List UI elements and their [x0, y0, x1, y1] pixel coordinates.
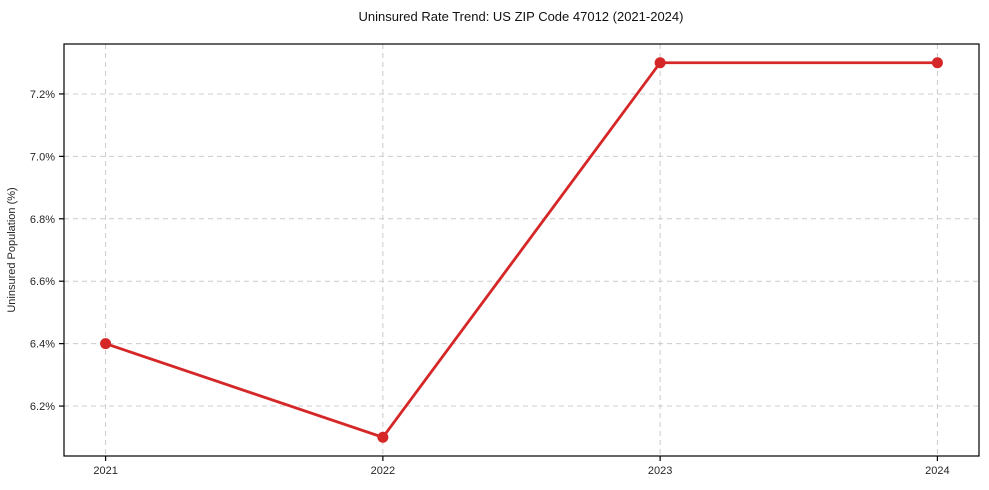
data-point-marker	[100, 338, 112, 350]
x-tick-label: 2021	[93, 465, 117, 477]
plot-border	[63, 43, 980, 457]
y-tick-label: 6.4%	[30, 339, 55, 351]
y-tick-label: 6.2%	[30, 401, 55, 413]
y-tick-label: 6.8%	[30, 214, 55, 226]
y-tick-label: 7.0%	[30, 151, 55, 163]
y-axis-label: Uninsured Population (%)	[6, 187, 18, 312]
y-tick-label: 6.6%	[30, 276, 55, 288]
y-tick-label: 7.2%	[30, 89, 55, 101]
trend-line	[104, 61, 939, 439]
x-tick-label: 2022	[371, 465, 395, 477]
data-point-marker	[377, 431, 389, 443]
chart-title: Uninsured Rate Trend: US ZIP Code 47012 …	[359, 9, 684, 24]
data-point-marker	[654, 57, 666, 69]
x-tick-label: 2024	[925, 465, 949, 477]
x-tick-label: 2023	[648, 465, 672, 477]
data-point-marker	[931, 57, 943, 69]
